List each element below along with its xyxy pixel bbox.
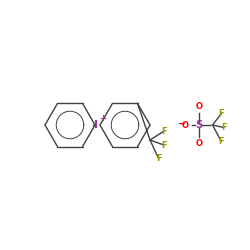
Text: −: − — [178, 119, 186, 129]
Text: F: F — [221, 123, 226, 132]
Text: S: S — [195, 120, 202, 130]
Text: I: I — [94, 120, 98, 130]
Text: +: + — [99, 114, 106, 123]
Text: O: O — [195, 139, 202, 148]
Text: F: F — [218, 137, 224, 146]
Text: F: F — [161, 127, 166, 136]
Text: F: F — [161, 140, 166, 149]
Text: O: O — [195, 102, 202, 111]
Text: F: F — [156, 154, 162, 163]
Text: F: F — [218, 109, 224, 118]
Text: O: O — [182, 120, 188, 130]
